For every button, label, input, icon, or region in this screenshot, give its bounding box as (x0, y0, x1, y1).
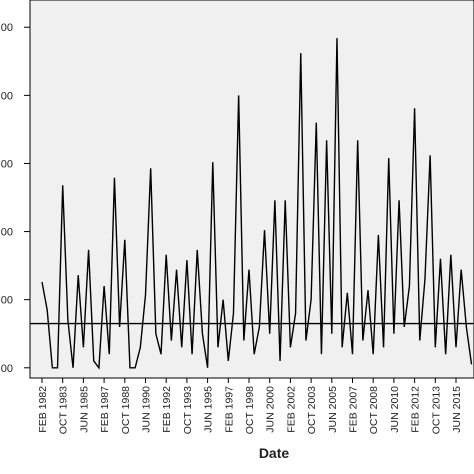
x-tick-label: FEB 1987 (99, 386, 111, 433)
data-line (41, 38, 473, 370)
x-axis-title: Date (259, 445, 290, 461)
x-tick-label: OCT 2003 (306, 386, 318, 434)
x-tick-label: JUN 2015 (451, 386, 463, 433)
x-tick-label: FEB 2007 (348, 386, 360, 433)
x-tick-label: FEB 1992 (161, 386, 173, 433)
x-tick-label: JUN 2000 (265, 386, 277, 433)
x-tick-label: OCT 1983 (58, 386, 70, 434)
y-tick-label: 00 (1, 22, 13, 34)
x-tick-label: JUN 1990 (141, 386, 153, 433)
x-tick-label: JUN 2005 (327, 386, 339, 433)
x-tick-label: FEB 1982 (37, 386, 49, 433)
x-tick-label: JUN 2010 (389, 386, 401, 433)
x-tick-label: OCT 1993 (182, 386, 194, 434)
y-tick-label: 00 (1, 90, 13, 102)
y-tick-label: 00 (1, 158, 13, 170)
x-tick-label: FEB 2002 (285, 386, 297, 433)
x-tick-label: JUN 1985 (78, 386, 90, 433)
x-tick-label: FEB 1997 (223, 386, 235, 433)
x-tick-label: OCT 1998 (244, 386, 256, 434)
y-tick-label: 00 (1, 363, 13, 375)
y-tick-label: 00 (1, 227, 13, 239)
x-tick-label: FEB 2012 (410, 386, 422, 433)
x-tick-label: JUN 1995 (203, 386, 215, 433)
x-tick-label: OCT 1988 (120, 386, 132, 434)
x-tick-label: OCT 2013 (430, 386, 442, 434)
x-tick-label: OCT 2008 (368, 386, 380, 434)
y-tick-label: 00 (1, 295, 13, 307)
